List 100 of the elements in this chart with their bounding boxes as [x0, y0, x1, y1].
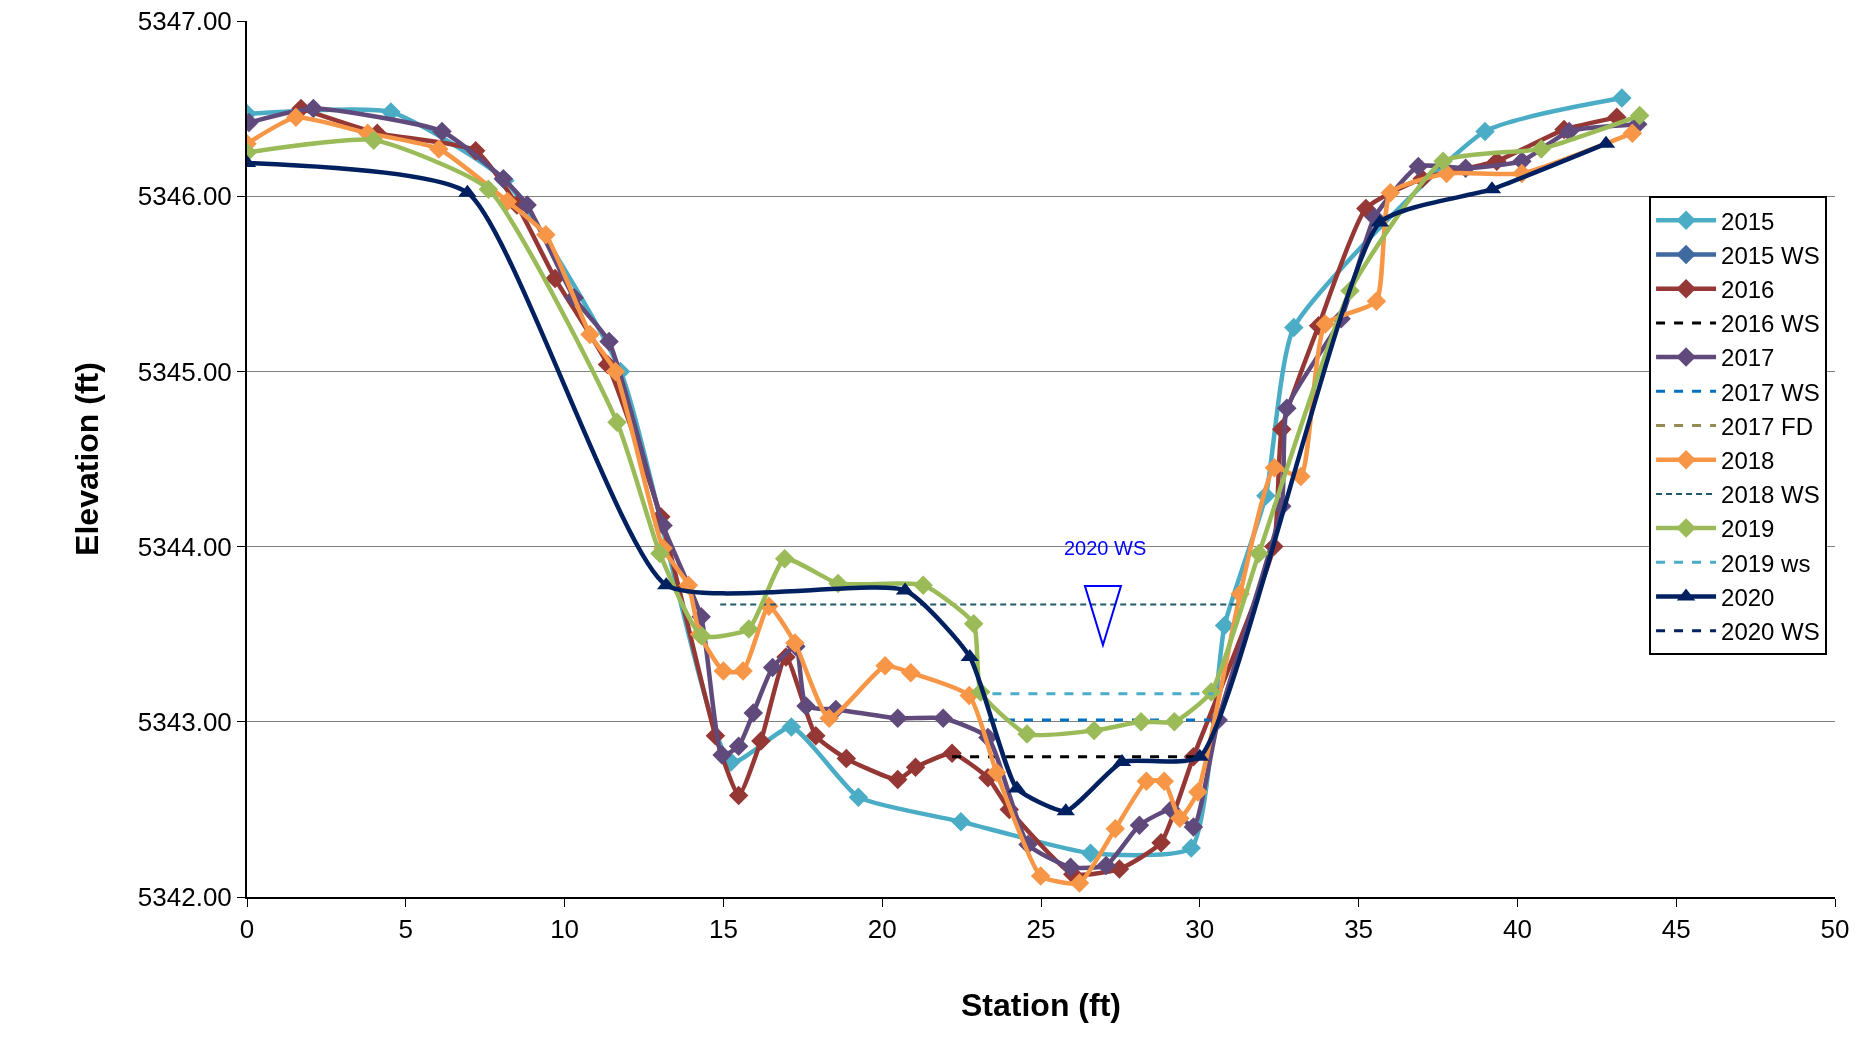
point [1433, 151, 1453, 171]
legend-label: 2015 [1721, 207, 1775, 235]
point [1475, 121, 1495, 142]
point [1109, 859, 1130, 879]
point [1183, 817, 1204, 837]
legend-label: 2017 [1721, 344, 1775, 372]
point [1030, 866, 1051, 886]
point [1380, 182, 1401, 203]
point [1612, 88, 1632, 108]
point [836, 748, 857, 769]
legend-label: 2020 WS [1721, 618, 1820, 646]
point [901, 662, 921, 683]
point [607, 412, 627, 432]
point [712, 745, 732, 765]
point [1629, 105, 1650, 126]
legend-label: 2020 [1721, 583, 1775, 611]
legend-label: 2018 WS [1721, 481, 1820, 509]
point [650, 543, 670, 564]
point [599, 331, 619, 352]
x-axis-title: Station (ft) [961, 986, 1121, 1023]
x-tick-label: 0 [239, 914, 255, 945]
point [951, 811, 971, 832]
x-tick-label: 10 [550, 914, 580, 945]
x-tick-label: 40 [1502, 914, 1532, 945]
point [478, 179, 499, 199]
point [728, 736, 749, 757]
point [888, 708, 908, 729]
point [1096, 855, 1116, 876]
point [913, 575, 933, 595]
x-tick-label: 15 [708, 914, 738, 945]
point [796, 696, 816, 716]
point [1622, 123, 1643, 143]
point [1188, 782, 1208, 802]
point [1264, 458, 1285, 478]
point [1164, 712, 1185, 732]
point [733, 661, 753, 681]
legend-label: 2018 [1721, 447, 1775, 475]
point [739, 619, 759, 639]
point [713, 661, 734, 681]
y-tick-label: 5346.00 [137, 181, 232, 212]
legend-label: 2015 WS [1721, 241, 1820, 269]
legend-label: 2016 [1721, 276, 1775, 304]
point [363, 130, 384, 150]
point [848, 787, 869, 807]
point [1284, 317, 1304, 338]
point [905, 757, 926, 778]
point [728, 785, 749, 806]
point [1408, 156, 1429, 177]
point [774, 549, 795, 569]
point [580, 324, 600, 345]
y-axis-title: Elevation (ft) [68, 362, 105, 556]
x-tick-label: 45 [1661, 914, 1691, 945]
legend-label: 2019 [1721, 515, 1775, 543]
point [1366, 291, 1387, 312]
point [536, 224, 556, 245]
point [963, 613, 984, 634]
legend-label: 2017 FD [1721, 412, 1814, 440]
point [429, 139, 449, 159]
point [286, 107, 306, 128]
x-tick-label: 35 [1344, 914, 1374, 945]
point [1249, 543, 1269, 564]
point [1017, 724, 1037, 744]
point [1080, 843, 1101, 863]
point [432, 121, 452, 142]
annotation: 2020 WS [1064, 537, 1147, 559]
point [743, 703, 763, 723]
x-tick-label: 50 [1820, 914, 1850, 945]
point [1131, 712, 1151, 732]
point [933, 708, 953, 729]
point [303, 98, 324, 119]
legend-label: 2016 WS [1721, 310, 1820, 338]
point [1154, 771, 1174, 792]
point [1105, 818, 1126, 839]
point [1129, 815, 1150, 835]
point [517, 195, 537, 215]
point [875, 655, 895, 676]
point [1170, 808, 1190, 828]
point [781, 717, 802, 737]
x-tick-label: 20 [867, 914, 897, 945]
point [1277, 398, 1297, 418]
legend-label: 2017 WS [1721, 378, 1820, 406]
point [545, 268, 565, 289]
y-tick-label: 5343.00 [137, 706, 232, 737]
x-tick-label: 5 [398, 914, 414, 945]
point [1151, 832, 1171, 853]
point [762, 657, 783, 678]
point [986, 762, 1007, 783]
point [942, 743, 962, 764]
point [806, 726, 826, 746]
point [1069, 873, 1090, 893]
point [751, 731, 771, 751]
y-tick-label: 5347.00 [137, 6, 232, 37]
point [1181, 838, 1201, 858]
y-tick-label: 5342.00 [137, 882, 232, 913]
point [1315, 314, 1335, 334]
legend-label: 2019 ws [1721, 549, 1811, 577]
point [1060, 857, 1081, 877]
x-tick-label: 30 [1185, 914, 1215, 945]
point [1214, 615, 1235, 636]
x-tick-label: 25 [1026, 914, 1056, 945]
